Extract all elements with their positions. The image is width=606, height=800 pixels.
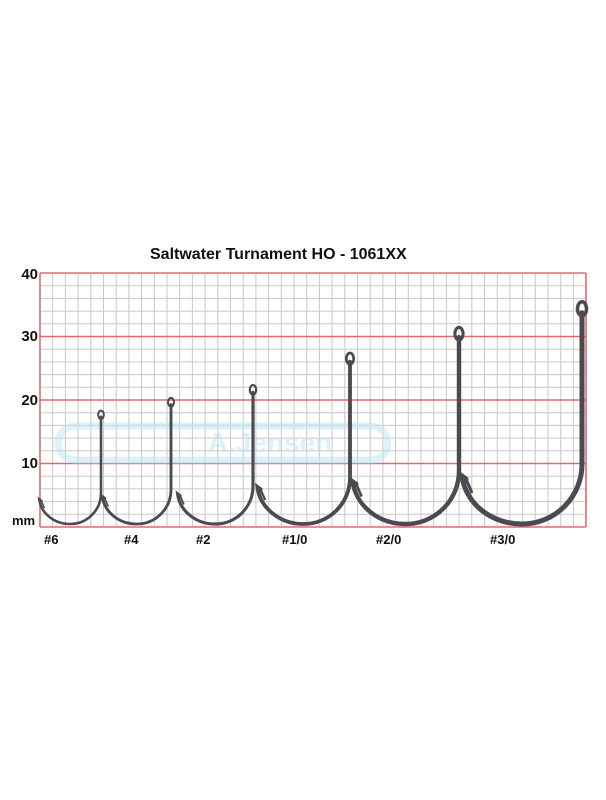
size-label-2: #2: [196, 532, 211, 547]
y-tick-label-10: 10: [21, 455, 38, 472]
size-label-1-0: #1/0: [282, 532, 308, 547]
watermark-text: A.Jensen: [208, 427, 333, 458]
hooks: [37, 300, 589, 527]
hook-5: [458, 310, 585, 527]
hook-barb-2: [179, 495, 185, 505]
hook-4: [349, 335, 462, 527]
size-label-3-0: #3/0: [490, 532, 516, 547]
y-tick-label-20: 20: [21, 392, 38, 409]
hook-barb-4: [355, 483, 363, 498]
hook-barb-5: [464, 478, 474, 494]
hook-eye-1: [167, 396, 175, 408]
hook-eye-3: [344, 351, 356, 366]
hook-0: [37, 415, 103, 526]
hook-barb-1: [103, 497, 109, 507]
y-tick-label-40: 40: [21, 266, 38, 283]
hook-3: [254, 359, 352, 526]
hook-1: [100, 403, 173, 526]
hook-2: [175, 390, 255, 526]
hook-eye-4: [453, 325, 465, 342]
hook-eye-5: [575, 300, 589, 318]
y-tick-label-30: 30: [21, 328, 38, 345]
size-label-6: #6: [44, 532, 59, 547]
watermark-logo: A.Jensen: [54, 422, 392, 464]
hook-barb-0: [40, 500, 46, 509]
size-label-2-0: #2/0: [376, 532, 402, 547]
hook-eye-0: [97, 409, 105, 420]
chart-title: Saltwater Turnament HO - 1061XX: [150, 246, 407, 263]
hook-eye-2: [248, 383, 258, 396]
unit-label: mm: [12, 513, 36, 528]
hook-barb-3: [259, 488, 267, 501]
size-label-4: #4: [124, 532, 139, 547]
